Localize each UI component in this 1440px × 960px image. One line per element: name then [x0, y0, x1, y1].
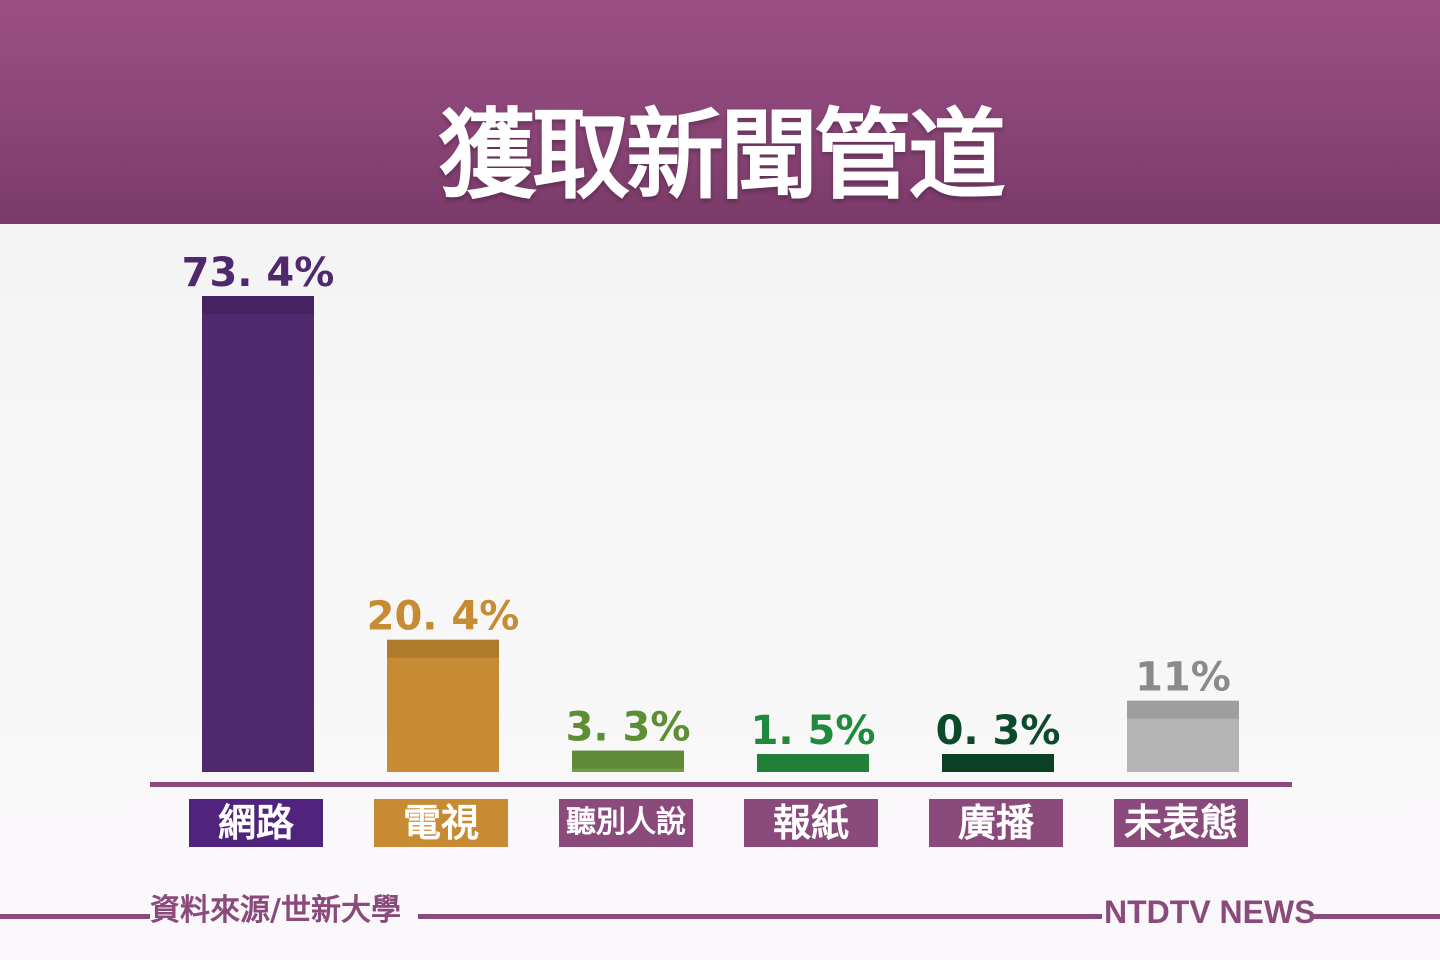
value-label-0: 73. 4%: [182, 250, 335, 296]
bar-3: [757, 754, 869, 772]
category-label-2: 聽別人說: [566, 805, 686, 840]
category-box-1: 電視: [374, 799, 508, 847]
bar-cap-3: [757, 754, 869, 772]
value-label-3: 1. 5%: [751, 708, 876, 754]
bar-cap-4: [942, 754, 1054, 772]
bar-4: [942, 754, 1054, 772]
bar-cap-0: [202, 296, 314, 314]
footer-line-left: [0, 914, 150, 919]
brand-label: NTDTV NEWS: [1104, 894, 1316, 930]
category-label-5: 未表態: [1123, 801, 1238, 845]
bar-cap-1: [387, 639, 499, 658]
footer-line-middle: [418, 914, 1102, 919]
value-label-1: 20. 4%: [367, 594, 520, 640]
category-label-1: 電視: [402, 801, 479, 845]
bar-cap-2: [572, 750, 684, 769]
x-axis-line: [150, 782, 1292, 787]
value-label-4: 0. 3%: [936, 708, 1061, 754]
source-label: 資料來源/世新大學: [150, 893, 401, 928]
bar-5: [1127, 700, 1239, 772]
category-label-0: 網路: [217, 801, 294, 845]
value-label-5: 11%: [1135, 655, 1231, 701]
header-banner: 獲取新聞管道: [0, 0, 1440, 224]
chart-title: 獲取新聞管道: [437, 99, 1006, 213]
bar-0: [202, 296, 314, 772]
bar-1: [387, 639, 499, 772]
category-box-0: 網路: [189, 799, 323, 847]
category-box-5: 未表態: [1114, 799, 1248, 847]
bar-cap-5: [1127, 700, 1239, 719]
category-box-2: 聽別人說: [559, 799, 693, 847]
bar-2: [572, 750, 684, 772]
category-label-3: 報紙: [772, 801, 849, 845]
value-label-2: 3. 3%: [566, 705, 691, 751]
category-box-3: 報紙: [744, 799, 878, 847]
category-label-4: 廣播: [957, 801, 1034, 845]
footer-line-right: [1310, 914, 1440, 919]
category-box-4: 廣播: [929, 799, 1063, 847]
